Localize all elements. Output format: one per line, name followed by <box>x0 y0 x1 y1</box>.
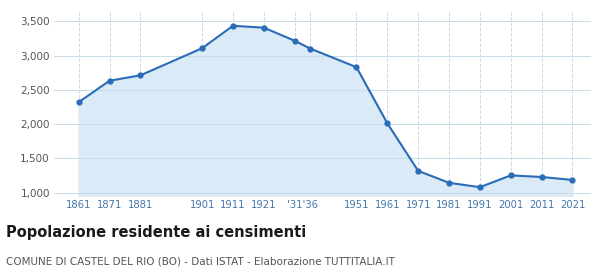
Text: Popolazione residente ai censimenti: Popolazione residente ai censimenti <box>6 225 306 241</box>
Text: COMUNE DI CASTEL DEL RIO (BO) - Dati ISTAT - Elaborazione TUTTITALIA.IT: COMUNE DI CASTEL DEL RIO (BO) - Dati IST… <box>6 256 395 266</box>
